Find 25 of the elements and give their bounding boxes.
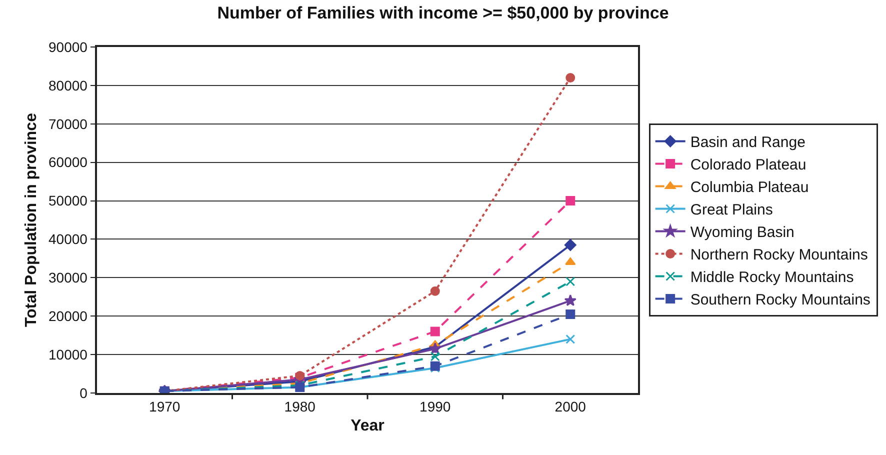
x-tick-label: 2000: [554, 398, 586, 415]
y-tick-label: 20000: [48, 308, 88, 324]
y-tick-label: 60000: [48, 154, 88, 170]
y-tick-label: 70000: [48, 116, 88, 132]
y-tick-label: 80000: [48, 77, 88, 94]
y-tick-label: 50000: [48, 192, 88, 209]
y-tick-label: 10000: [48, 346, 88, 362]
legend-label: Columbia Plateau: [690, 179, 809, 196]
y-tick-label: 30000: [48, 270, 88, 286]
legend-label: Southern Rocky Mountains: [690, 292, 870, 309]
x-tick-label: 1990: [420, 398, 451, 415]
y-axis-title: Total Population in province: [22, 112, 40, 327]
legend-label: Basin and Range: [690, 134, 806, 152]
y-tick-label: 90000: [48, 38, 88, 55]
legend-label: Great Plains: [690, 202, 773, 219]
legend-label: Colorado Plateau: [690, 156, 806, 174]
x-axis-title: Year: [350, 418, 384, 435]
y-tick-label: 40000: [48, 231, 88, 248]
y-tick-label: 0: [80, 384, 88, 401]
legend-label: Northern Rocky Mountains: [690, 246, 868, 264]
legend-label: Middle Rocky Mountains: [690, 269, 854, 286]
legend-label: Wyoming Basin: [690, 224, 794, 242]
x-tick-label: 1970: [149, 398, 180, 415]
x-tick-label: 1980: [284, 398, 316, 415]
chart-title: Number of Families with income >= $50,000 by province: [217, 4, 669, 23]
